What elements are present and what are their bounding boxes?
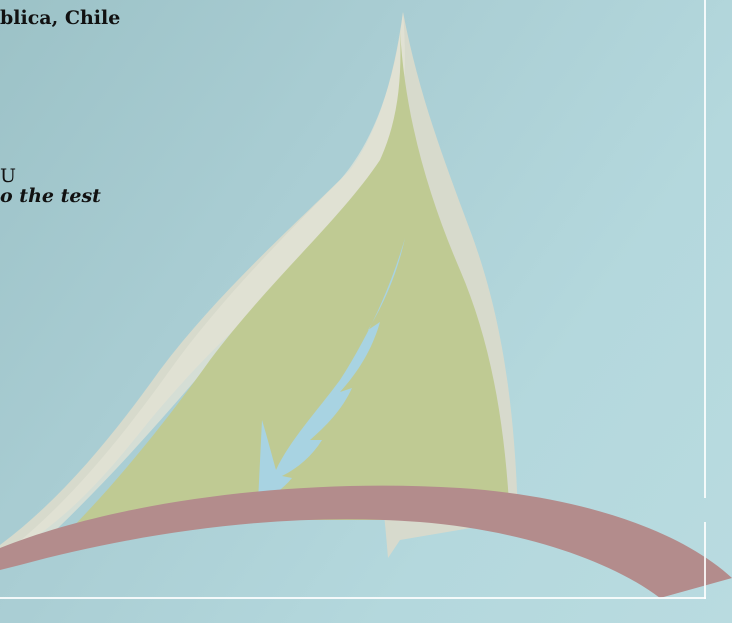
subtitle-italic-text: o the test (0, 185, 101, 207)
frame-border-right-lower (704, 522, 706, 599)
institution-location-text: blica, Chile (0, 7, 121, 29)
affiliation-text: U (0, 165, 17, 187)
frame-border-bottom (0, 597, 706, 599)
feather-cutout (258, 238, 405, 502)
base-swoosh (0, 485, 732, 598)
frame-border-right (704, 0, 706, 498)
sail-inner-leaf (60, 30, 510, 540)
